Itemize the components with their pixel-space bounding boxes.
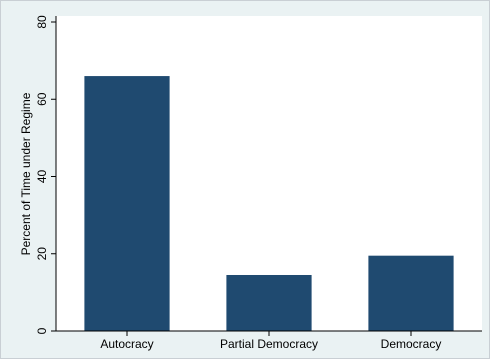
y-tick-label: 0 bbox=[35, 327, 49, 334]
y-tick-label: 40 bbox=[35, 170, 49, 184]
y-tick-label: 20 bbox=[35, 247, 49, 261]
x-ticks-group: Autocracy Partial Democracy Democracy bbox=[100, 331, 441, 351]
x-tick-label: Democracy bbox=[381, 337, 442, 351]
x-tick-label: Autocracy bbox=[100, 337, 153, 351]
y-axis-title: Percent of Time under Regime bbox=[19, 92, 33, 255]
bar-autocracy bbox=[84, 76, 170, 331]
y-tick-label: 80 bbox=[35, 15, 49, 29]
bar-partial-democracy bbox=[226, 274, 312, 331]
bars-group bbox=[84, 76, 454, 331]
y-ticks-group: 0 20 40 60 80 bbox=[35, 15, 56, 334]
bar-democracy bbox=[368, 255, 454, 331]
y-tick-label: 60 bbox=[35, 92, 49, 106]
x-tick-label: Partial Democracy bbox=[220, 337, 318, 351]
